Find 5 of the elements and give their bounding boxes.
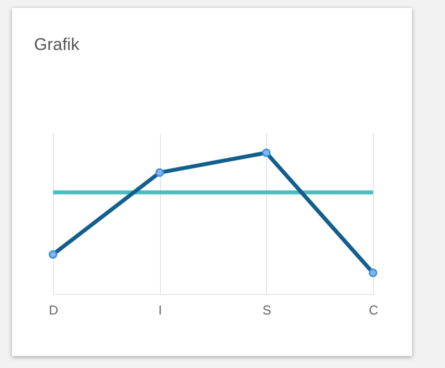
x-tick-label: I (158, 302, 162, 318)
x-tick-label: D (48, 302, 58, 318)
x-tick-label: S (262, 302, 272, 318)
chart-title: Grafik (34, 35, 80, 55)
x-tick-label: C (368, 302, 378, 318)
